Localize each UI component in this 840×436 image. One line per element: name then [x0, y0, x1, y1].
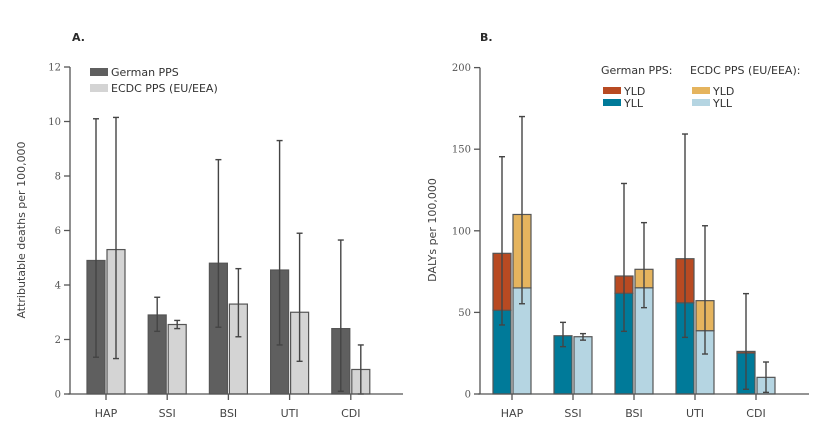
panel-a-category-labels: HAP SSI BSI UTI CDI — [95, 407, 361, 420]
y-tick-label: 0 — [465, 390, 471, 401]
panel-a-axes — [68, 67, 403, 400]
legend-swatch-ecdc-yld — [692, 87, 710, 94]
x-tick-label-cdi: CDI — [746, 407, 765, 420]
y-tick-label: 50 — [458, 308, 471, 319]
y-tick-label: 200 — [452, 63, 471, 74]
legend-swatch-german-yll — [603, 99, 621, 106]
panel-a-bars — [86, 116, 371, 395]
panel-b-axes — [478, 67, 809, 400]
y-tick-label: 8 — [55, 172, 61, 183]
legend-label-german-yll: YLL — [623, 97, 644, 110]
panel-b-category-labels: HAP SSI BSI UTI CDI — [501, 407, 766, 420]
y-tick-label: 2 — [55, 335, 61, 346]
legend-swatch-ecdc-pps — [90, 84, 108, 92]
legend-swatch-ecdc-yll — [692, 99, 710, 106]
y-tick-label: 0 — [55, 390, 61, 401]
y-tick-label: 10 — [48, 117, 61, 128]
legend-label-german-yld: YLD — [623, 85, 645, 98]
y-tick-label: 6 — [55, 226, 61, 237]
legend-label-ecdc-pps: ECDC PPS (EU/EEA) — [111, 82, 218, 95]
x-tick-label-uti: UTI — [686, 407, 704, 420]
x-tick-label-bsi: BSI — [625, 407, 643, 420]
legend-swatch-german-yld — [603, 87, 621, 94]
legend-label-ecdc-yld: YLD — [712, 85, 734, 98]
legend-swatch-german-pps — [90, 68, 108, 76]
panel-a-y-axis-title: Attributable deaths per 100,000 — [15, 141, 28, 318]
panel-b-legend: German PPS: ECDC PPS (EU/EEA): YLD YLL Y… — [601, 64, 800, 110]
y-tick-label: 12 — [48, 63, 61, 74]
bar-ssi-ecdc-pps-eu-eea — [167, 323, 187, 395]
panel-b-label: B. — [480, 31, 493, 44]
x-tick-label-ssi: SSI — [159, 407, 176, 420]
panel-b: B. DALYs per 100,000 0 50 100 150 200 HAP SSI… — [426, 31, 809, 420]
x-tick-label-hap: HAP — [95, 407, 118, 420]
x-tick-label-cdi: CDI — [341, 407, 360, 420]
y-tick-label: 150 — [452, 145, 471, 156]
x-tick-label-hap: HAP — [501, 407, 524, 420]
panel-a: A. Attributable deaths per 100,000 0 2 4 6 8… — [15, 31, 403, 420]
panel-b-bars — [492, 115, 776, 395]
legend-label-ecdc-yll: YLL — [712, 97, 733, 110]
legend-label-german-pps: German PPS — [111, 66, 179, 79]
panel-a-y-ticks: 0 2 4 6 8 10 12 — [48, 63, 70, 401]
panel-b-y-axis-title: DALYs per 100,000 — [426, 178, 439, 282]
y-tick-label: 4 — [55, 281, 61, 292]
x-tick-label-uti: UTI — [281, 407, 299, 420]
panel-a-legend: German PPS ECDC PPS (EU/EEA) — [90, 66, 218, 95]
panel-b-y-ticks: 0 50 100 150 200 — [452, 63, 480, 401]
y-tick-label: 100 — [452, 226, 471, 237]
bar-ssi-ecdc-pps-eu-eea-yll — [573, 336, 593, 395]
legend-group-title-german: German PPS: — [601, 64, 673, 77]
legend-group-title-ecdc: ECDC PPS (EU/EEA): — [690, 64, 800, 77]
x-tick-label-ssi: SSI — [564, 407, 581, 420]
panel-a-label: A. — [72, 31, 85, 44]
x-tick-label-bsi: BSI — [220, 407, 238, 420]
